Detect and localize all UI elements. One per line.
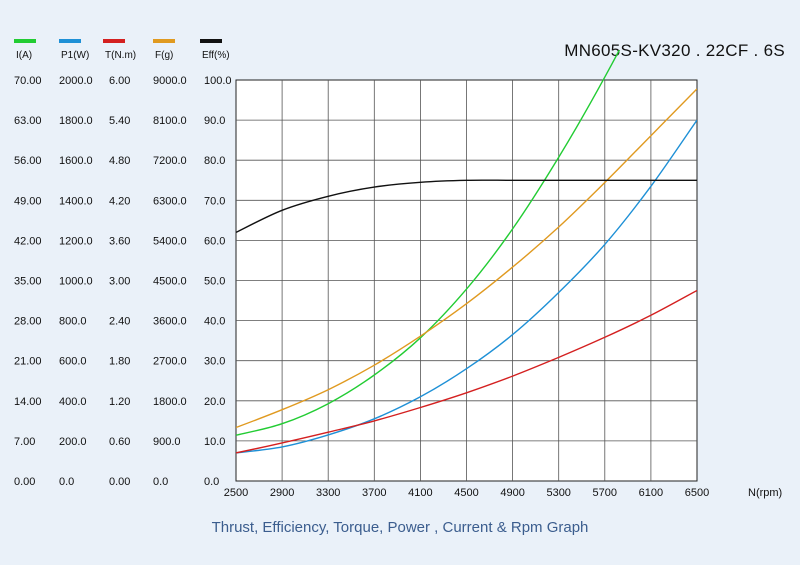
- series-line-efficiency: [236, 179, 697, 234]
- y-tick-label: 56.00: [14, 155, 42, 167]
- x-tick-label: 6100: [639, 487, 663, 499]
- y-tick-label: 0.0: [153, 476, 168, 488]
- legend-swatch: [59, 39, 81, 43]
- y-tick-label: 70.0: [204, 195, 225, 207]
- y-tick-label: 2.40: [109, 316, 130, 328]
- y-tick-label: 63.00: [14, 115, 42, 127]
- y-tick-label: 0.0: [59, 476, 74, 488]
- y-tick-label: 28.00: [14, 316, 42, 328]
- legend-label: Eff(%): [202, 50, 230, 61]
- chart-caption: Thrust, Efficiency, Torque, Power , Curr…: [212, 519, 589, 536]
- y-tick-label: 600.0: [59, 356, 87, 368]
- legend-label: P1(W): [61, 50, 89, 61]
- y-tick-label: 8100.0: [153, 115, 187, 127]
- x-tick-label: 5700: [593, 487, 617, 499]
- chart-title: MN605S-KV320 . 22CF . 6S: [564, 41, 785, 60]
- y-tick-label: 90.0: [204, 115, 225, 127]
- y-axes: 0.00 7.00 14.00 21.00 28.00 35.00 42.00 49.00 56…: [14, 75, 232, 488]
- y-tick-label: 80.0: [204, 155, 225, 167]
- y-tick-label: 5.40: [109, 115, 130, 127]
- y-tick-label: 21.00: [14, 356, 42, 368]
- series-line-thrust: [236, 88, 697, 429]
- series: [236, 50, 697, 454]
- y-tick-label: 1.20: [109, 396, 130, 408]
- y-tick-label: 49.00: [14, 195, 42, 207]
- x-axis-label: N(rpm): [748, 487, 782, 499]
- y-tick-label: 50.0: [204, 276, 225, 288]
- x-tick-label: 4900: [500, 487, 524, 499]
- y-tick-label: 5400.0: [153, 235, 187, 247]
- x-tick-label: 4500: [454, 487, 478, 499]
- x-tick-label: 3700: [362, 487, 386, 499]
- y-tick-label: 7.00: [14, 436, 35, 448]
- y-tick-label: 0.0: [204, 476, 219, 488]
- grid: [235, 79, 698, 482]
- x-tick-label: 3300: [316, 487, 340, 499]
- x-axis: 2500 2900 3300 3700 4100 4500 4900 5300 5700 6100…: [224, 487, 709, 499]
- y-tick-label: 0.00: [14, 476, 35, 488]
- y-tick-label: 1400.0: [59, 195, 93, 207]
- series-line-torque: [236, 289, 697, 454]
- y-tick-label: 60.0: [204, 235, 225, 247]
- series-line-power: [236, 119, 697, 454]
- y-tick-label: 70.00: [14, 75, 42, 87]
- y-tick-label: 6.00: [109, 75, 130, 87]
- legend-label: F(g): [155, 50, 173, 61]
- y-tick-label: 4500.0: [153, 276, 187, 288]
- legend-swatch: [153, 39, 175, 43]
- y-tick-label: 9000.0: [153, 75, 187, 87]
- y-tick-label: 1200.0: [59, 235, 93, 247]
- y-tick-label: 2700.0: [153, 356, 187, 368]
- legend-swatch: [200, 39, 222, 43]
- x-tick-label: 5300: [546, 487, 570, 499]
- y-tick-label: 4.80: [109, 155, 130, 167]
- x-tick-label: 2900: [270, 487, 294, 499]
- series-line-current: [236, 50, 621, 436]
- y-tick-label: 30.0: [204, 356, 225, 368]
- y-tick-label: 20.0: [204, 396, 225, 408]
- y-tick-label: 800.0: [59, 316, 87, 328]
- y-tick-label: 0.60: [109, 436, 130, 448]
- x-tick-label: 6500: [685, 487, 709, 499]
- y-tick-label: 1000.0: [59, 276, 93, 288]
- y-tick-label: 4.20: [109, 195, 130, 207]
- y-tick-label: 1800.0: [59, 115, 93, 127]
- y-tick-label: 400.0: [59, 396, 87, 408]
- y-tick-label: 100.0: [204, 75, 232, 87]
- y-tick-label: 0.00: [109, 476, 130, 488]
- y-tick-label: 1800.0: [153, 396, 187, 408]
- y-tick-label: 7200.0: [153, 155, 187, 167]
- legend-label: T(N.m): [105, 50, 136, 61]
- y-tick-label: 35.00: [14, 276, 42, 288]
- y-tick-label: 1.80: [109, 356, 130, 368]
- y-tick-label: 42.00: [14, 235, 42, 247]
- y-tick-label: 2000.0: [59, 75, 93, 87]
- y-tick-label: 1600.0: [59, 155, 93, 167]
- y-tick-label: 900.0: [153, 436, 181, 448]
- y-tick-label: 3600.0: [153, 316, 187, 328]
- y-tick-label: 40.0: [204, 316, 225, 328]
- y-tick-label: 6300.0: [153, 195, 187, 207]
- y-tick-label: 200.0: [59, 436, 87, 448]
- legend-swatch: [14, 39, 36, 43]
- legend: I(A) P1(W) T(N.m) F(g) Eff(%): [14, 39, 230, 61]
- legend-label: I(A): [16, 50, 32, 61]
- x-tick-label: 2500: [224, 487, 248, 499]
- y-tick-label: 3.60: [109, 235, 130, 247]
- legend-swatch: [103, 39, 125, 43]
- x-tick-label: 4100: [408, 487, 432, 499]
- y-tick-label: 3.00: [109, 276, 130, 288]
- y-tick-label: 10.0: [204, 436, 225, 448]
- y-tick-label: 14.00: [14, 396, 42, 408]
